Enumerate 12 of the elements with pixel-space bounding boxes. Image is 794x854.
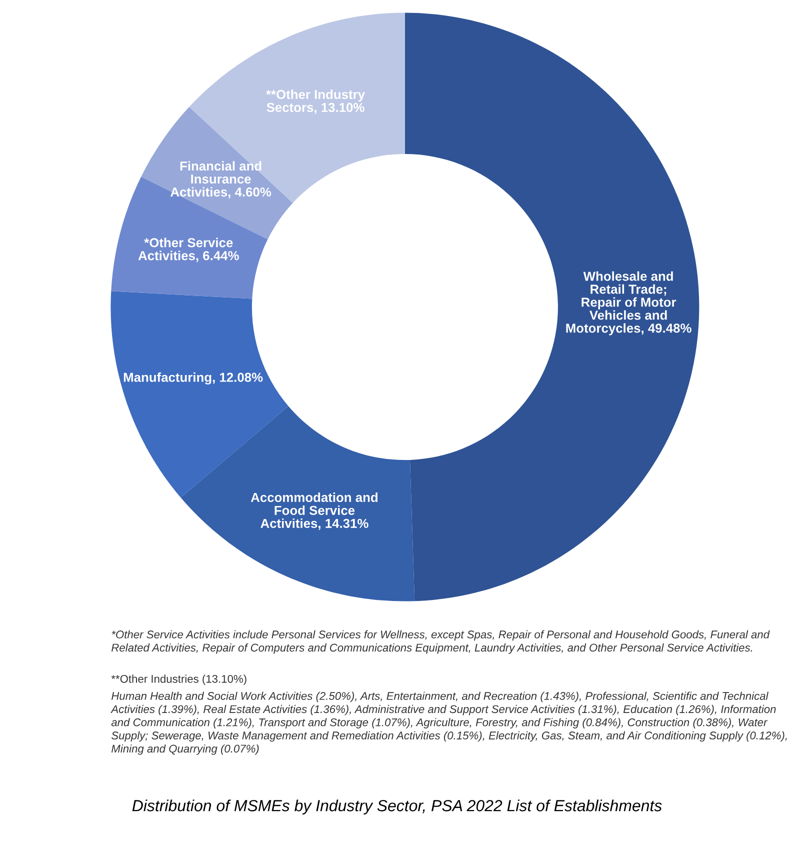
text: Distribution of MSMEs by Industry Sector, PSA 2022 List of Establishments (132, 800, 662, 814)
text: **Other Industries (13.10%) (111, 674, 246, 686)
text: *Other Service Activities include Personal Services for Wellness, except Spas, Repair of Personal and Household Goods, Funeral and Related Activities, Repair of Computers and Communications Equipment, Laundry Activities, and Other Personal Service Activities. (112, 630, 770, 654)
donut-slice (180, 406, 415, 602)
slice-label: Wholesale and Retail Trade; Repair of Motor Vehicles and Motorcycles, 49.48% (566, 271, 692, 336)
text: Human Health and Social Work Activities (2.50%), Arts, Entertainment, and Recreation (1.43%), Professional, Scientific and Technical Activities (1.39%), Real Estate Activities (1.36%), Administrative and Support Service Activities (1.31%), Education (1.26%), Information and Communication (1.21%), Transport and Storage (1.07%), Agriculture, Forestry, and Fishing (0.84%), Construction (0.38%), Water Supply; Sewerage, Waste Management and Remediation Activities (0.15%), Electricity, Gas, Steam, and Air Conditioning Supply (0.12%), Mining and Quarrying (0.07%) (110, 692, 787, 755)
slice-label: Financial and Insurance Activities, 4.60% (170, 161, 272, 198)
slice-label: **Other Industry Sectors, 13.10% (266, 90, 365, 114)
donut-slice (404, 12, 700, 602)
slice-label: Accommodation and Food Service Activities, 14.31% (250, 492, 378, 530)
slice-label: *Other Service Activities, 6.44% (138, 238, 239, 262)
slice-label: Manufacturing, 12.08% (124, 372, 263, 385)
